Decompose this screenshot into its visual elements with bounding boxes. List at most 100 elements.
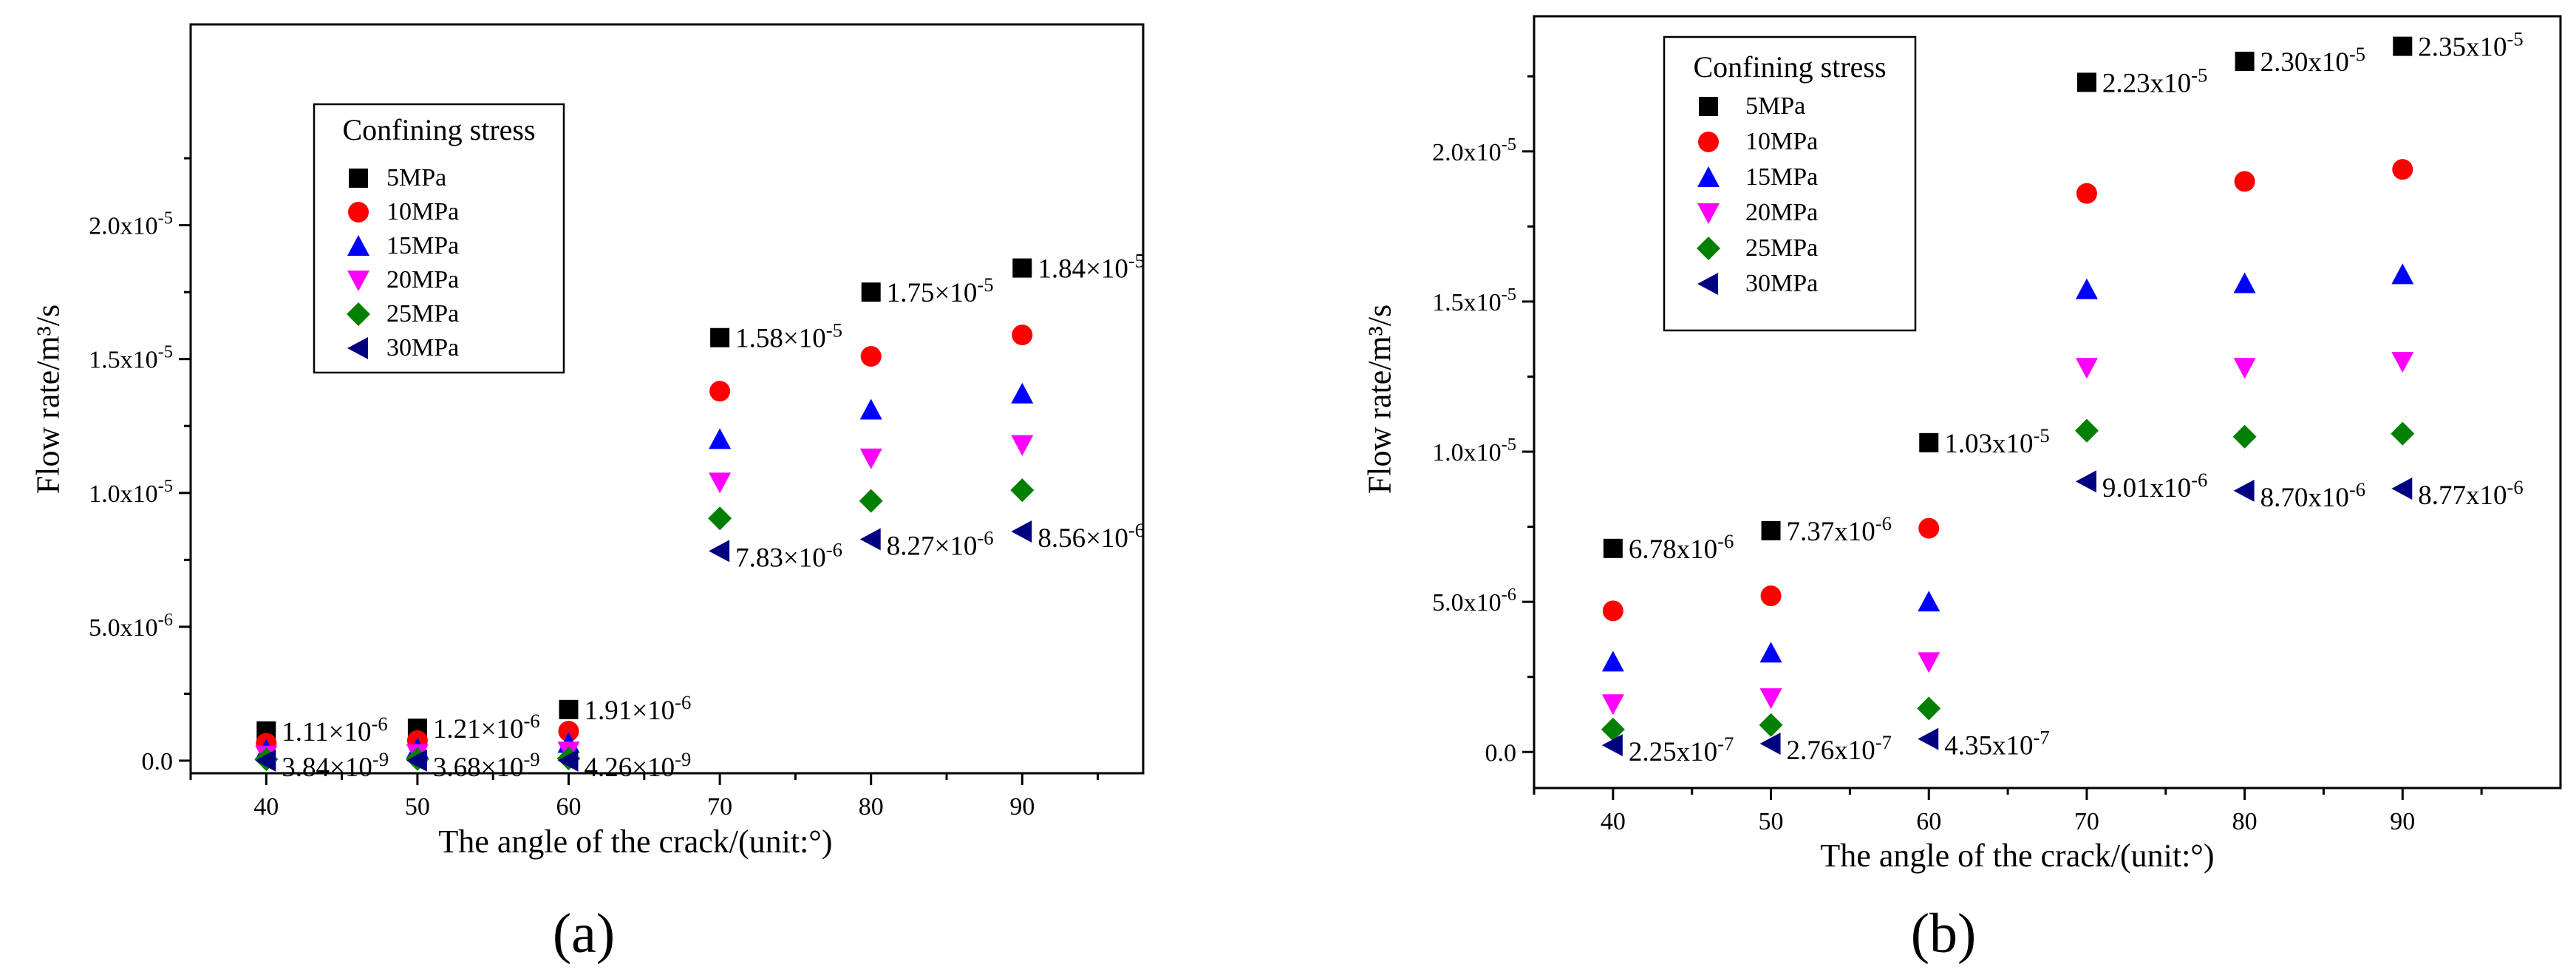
data-point-15mpa bbox=[859, 398, 882, 420]
value-annotation-mantissa: 8.56×10 bbox=[1037, 523, 1128, 554]
data-point-30mpa bbox=[859, 528, 881, 551]
value-annotation-exponent: -5 bbox=[2033, 424, 2049, 446]
data-point-15mpa bbox=[2233, 272, 2256, 293]
data-point-25mpa bbox=[708, 506, 732, 531]
x-tick-label: 60 bbox=[1916, 808, 1941, 835]
data-point-5mpa bbox=[1012, 258, 1032, 278]
value-annotation: 1.91×10-6 bbox=[585, 691, 692, 726]
data-point-25mpa bbox=[1759, 713, 1783, 737]
value-annotation-exponent: -6 bbox=[2349, 478, 2365, 500]
legend-marker-20mpa bbox=[347, 271, 369, 291]
data-point-20mpa bbox=[709, 472, 732, 494]
value-annotation-exponent: -5 bbox=[2191, 64, 2207, 86]
legend-title: Confining stress bbox=[342, 113, 535, 146]
data-point-30mpa bbox=[255, 749, 276, 772]
value-annotation-exponent: -9 bbox=[675, 748, 691, 770]
legend-marker-25mpa bbox=[1697, 237, 1720, 260]
x-tick-label: 40 bbox=[253, 793, 279, 821]
data-point-30mpa bbox=[709, 540, 730, 563]
legend-marker-20mpa bbox=[1697, 203, 1720, 224]
y-tick-label-exponent: -5 bbox=[158, 208, 173, 228]
data-point-15mpa bbox=[1918, 591, 1940, 612]
plot-frame bbox=[1533, 15, 2562, 789]
legend-label: 5MPa bbox=[386, 164, 446, 191]
y-tick-label-exponent: -6 bbox=[158, 610, 173, 630]
data-point-5mpa bbox=[861, 282, 881, 302]
value-annotation-mantissa: 2.30x10 bbox=[2260, 47, 2349, 78]
y-tick-label: 0.0 bbox=[142, 748, 174, 775]
legend-box bbox=[313, 103, 565, 374]
data-point-30mpa bbox=[2233, 479, 2255, 502]
value-annotation-mantissa: 8.70x10 bbox=[2260, 483, 2349, 513]
value-annotation-mantissa: 8.27×10 bbox=[887, 531, 978, 561]
value-annotation-exponent: -6 bbox=[2507, 476, 2524, 498]
data-point-30mpa bbox=[1918, 727, 1939, 750]
x-tick-label: 40 bbox=[1601, 808, 1626, 835]
value-annotation: 7.37x10-6 bbox=[1787, 512, 1892, 547]
data-point-10mpa bbox=[2392, 159, 2413, 180]
y-tick-label: 2.0x10-5 bbox=[89, 208, 173, 240]
x-tick-label: 60 bbox=[556, 793, 582, 821]
y-tick-label: 2.0x10-5 bbox=[1432, 135, 1516, 166]
data-point-20mpa bbox=[1918, 652, 1940, 673]
data-point-30mpa bbox=[1759, 733, 1781, 755]
y-tick-label-exponent: -5 bbox=[1502, 135, 1516, 154]
value-annotation-exponent: -6 bbox=[1128, 519, 1145, 541]
data-point-25mpa bbox=[2232, 424, 2257, 449]
y-axis-title: Flow rate/m³/s bbox=[1362, 305, 1398, 494]
x-tick-label: 70 bbox=[2074, 808, 2099, 835]
data-point-10mpa bbox=[1760, 585, 1782, 607]
value-annotation-mantissa: 7.37x10 bbox=[1787, 517, 1875, 547]
legend-marker-10mpa bbox=[1698, 132, 1719, 152]
data-point-20mpa bbox=[2075, 358, 2098, 379]
value-annotation-mantissa: 2.25x10 bbox=[1629, 737, 1717, 767]
data-point-25mpa bbox=[2391, 421, 2415, 446]
value-annotation: 8.56×10-6 bbox=[1037, 519, 1145, 554]
value-annotation-exponent: -6 bbox=[2191, 469, 2207, 491]
value-annotation-exponent: -5 bbox=[2507, 28, 2524, 50]
value-annotation-mantissa: 1.91×10 bbox=[585, 696, 675, 726]
value-annotation-mantissa: 3.84×10 bbox=[282, 753, 372, 783]
y-tick-label-mantissa: 1.5x10 bbox=[1432, 289, 1502, 316]
data-point-10mpa bbox=[709, 381, 731, 402]
data-point-15mpa bbox=[1759, 642, 1782, 663]
value-annotation-exponent: -5 bbox=[826, 319, 842, 342]
value-annotation-mantissa: 1.58×10 bbox=[735, 324, 826, 354]
y-tick-label-exponent: -6 bbox=[1502, 585, 1516, 605]
x-tick-label: 90 bbox=[2390, 808, 2415, 835]
data-point-5mpa bbox=[559, 699, 579, 719]
plot-frame bbox=[189, 23, 1145, 775]
y-tick-label-exponent: -5 bbox=[158, 342, 173, 362]
y-tick-label: 0.0 bbox=[1485, 739, 1517, 767]
y-tick-label: 1.5x10-5 bbox=[89, 342, 173, 374]
data-point-5mpa bbox=[1761, 520, 1781, 540]
value-annotation-mantissa: 4.26×10 bbox=[585, 753, 675, 783]
value-annotation-mantissa: 1.03x10 bbox=[1944, 429, 2033, 459]
data-point-5mpa bbox=[2235, 51, 2255, 71]
legend-marker-30mpa bbox=[1697, 273, 1718, 295]
value-annotation-exponent: -7 bbox=[2033, 727, 2049, 749]
value-annotation: 1.84×10-5 bbox=[1037, 250, 1145, 285]
data-point-25mpa bbox=[859, 489, 883, 513]
y-tick-label: 5.0x10-6 bbox=[1432, 585, 1516, 617]
value-annotation-exponent: -6 bbox=[977, 526, 993, 549]
x-tick-label: 90 bbox=[1009, 793, 1035, 821]
value-annotation-mantissa: 1.11×10 bbox=[282, 717, 371, 747]
value-annotation: 2.30x10-5 bbox=[2260, 43, 2365, 78]
value-annotation-exponent: -6 bbox=[372, 713, 388, 735]
value-annotation-mantissa: 1.75×10 bbox=[887, 278, 978, 308]
legend-marker-15mpa bbox=[1697, 166, 1720, 187]
data-point-30mpa bbox=[2391, 477, 2413, 500]
y-tick-label: 1.5x10-5 bbox=[1432, 285, 1516, 316]
data-point-10mpa bbox=[558, 721, 579, 742]
x-axis-title: The angle of the crack/(unit:°) bbox=[438, 824, 832, 860]
data-point-30mpa bbox=[1601, 734, 1623, 757]
value-annotation-exponent: -6 bbox=[675, 691, 691, 713]
value-annotation-mantissa: 2.76x10 bbox=[1787, 736, 1875, 766]
x-tick-label: 70 bbox=[707, 793, 732, 821]
data-point-20mpa bbox=[1601, 694, 1624, 716]
y-tick-label-mantissa: 2.0x10 bbox=[89, 213, 158, 240]
value-annotation-mantissa: 1.21×10 bbox=[433, 714, 524, 744]
data-point-10mpa bbox=[2234, 171, 2255, 192]
